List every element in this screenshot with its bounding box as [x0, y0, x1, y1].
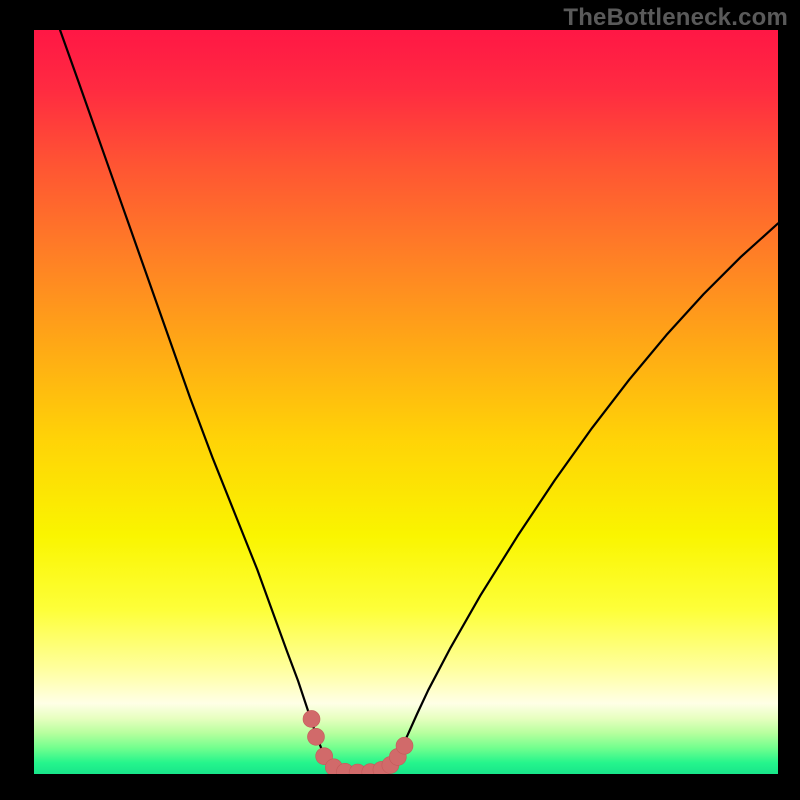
curve-marker: [303, 710, 320, 727]
curve-marker: [307, 728, 324, 745]
figure-canvas: TheBottleneck.com: [0, 0, 800, 800]
bottleneck-curve-chart: [34, 30, 778, 774]
gradient-background: [34, 30, 778, 774]
curve-marker: [396, 737, 413, 754]
plot-area: [34, 30, 778, 774]
watermark-text: TheBottleneck.com: [563, 4, 788, 32]
